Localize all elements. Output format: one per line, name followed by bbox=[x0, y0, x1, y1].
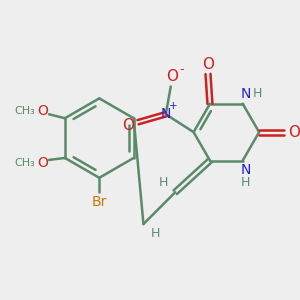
Text: O: O bbox=[288, 124, 300, 140]
Text: O: O bbox=[202, 56, 214, 71]
Text: +: + bbox=[169, 101, 178, 111]
Text: O: O bbox=[38, 104, 49, 118]
Text: H: H bbox=[151, 227, 160, 241]
Text: O: O bbox=[38, 156, 49, 170]
Text: N: N bbox=[241, 164, 251, 177]
Text: CH₃: CH₃ bbox=[15, 106, 36, 116]
Text: N: N bbox=[160, 107, 171, 121]
Text: -: - bbox=[179, 63, 184, 76]
Text: H: H bbox=[241, 176, 250, 189]
Text: H: H bbox=[253, 87, 262, 100]
Text: N: N bbox=[241, 87, 251, 101]
Text: CH₃: CH₃ bbox=[15, 158, 36, 168]
Text: H: H bbox=[159, 176, 168, 189]
Text: O: O bbox=[166, 69, 178, 84]
Text: O: O bbox=[122, 118, 134, 133]
Text: Br: Br bbox=[92, 195, 107, 208]
